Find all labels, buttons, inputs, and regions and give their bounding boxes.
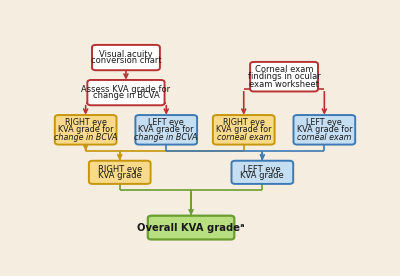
- Text: change in BCVA: change in BCVA: [134, 133, 198, 142]
- Text: Corneal exam: Corneal exam: [255, 65, 313, 74]
- Text: exam worksheet: exam worksheet: [249, 79, 319, 89]
- FancyBboxPatch shape: [250, 62, 318, 91]
- FancyBboxPatch shape: [89, 161, 150, 184]
- Text: Visual acuity: Visual acuity: [99, 50, 153, 59]
- Text: RIGHT eye: RIGHT eye: [98, 165, 142, 174]
- FancyBboxPatch shape: [213, 115, 274, 145]
- Text: corneal exam: corneal exam: [297, 133, 352, 142]
- FancyBboxPatch shape: [55, 115, 116, 145]
- Text: KVA grade for: KVA grade for: [58, 125, 114, 134]
- FancyBboxPatch shape: [232, 161, 293, 184]
- Text: KVA grade for: KVA grade for: [138, 125, 194, 134]
- FancyBboxPatch shape: [294, 115, 355, 145]
- Text: corneal exam: corneal exam: [216, 133, 271, 142]
- Text: KVA grade: KVA grade: [98, 171, 142, 179]
- FancyBboxPatch shape: [87, 80, 164, 105]
- Text: RIGHT eye: RIGHT eye: [65, 118, 106, 127]
- Text: KVA grade: KVA grade: [240, 171, 284, 179]
- Text: KVA grade for: KVA grade for: [216, 125, 272, 134]
- Text: LEFT eye: LEFT eye: [244, 165, 281, 174]
- Text: Overall KVA gradeᵃ: Overall KVA gradeᵃ: [137, 222, 245, 233]
- Text: LEFT eye: LEFT eye: [148, 118, 184, 127]
- FancyBboxPatch shape: [92, 45, 160, 70]
- Text: KVA grade for: KVA grade for: [297, 125, 352, 134]
- Text: findings in ocular: findings in ocular: [248, 72, 320, 81]
- Text: LEFT eye: LEFT eye: [306, 118, 342, 127]
- Text: change in BCVA: change in BCVA: [92, 91, 159, 100]
- FancyBboxPatch shape: [136, 115, 197, 145]
- Text: Assess KVA grade for: Assess KVA grade for: [81, 85, 170, 94]
- Text: conversion chart: conversion chart: [91, 56, 161, 65]
- FancyBboxPatch shape: [148, 216, 234, 240]
- Text: RIGHT eye: RIGHT eye: [223, 118, 265, 127]
- Text: change in BCVA: change in BCVA: [54, 133, 118, 142]
